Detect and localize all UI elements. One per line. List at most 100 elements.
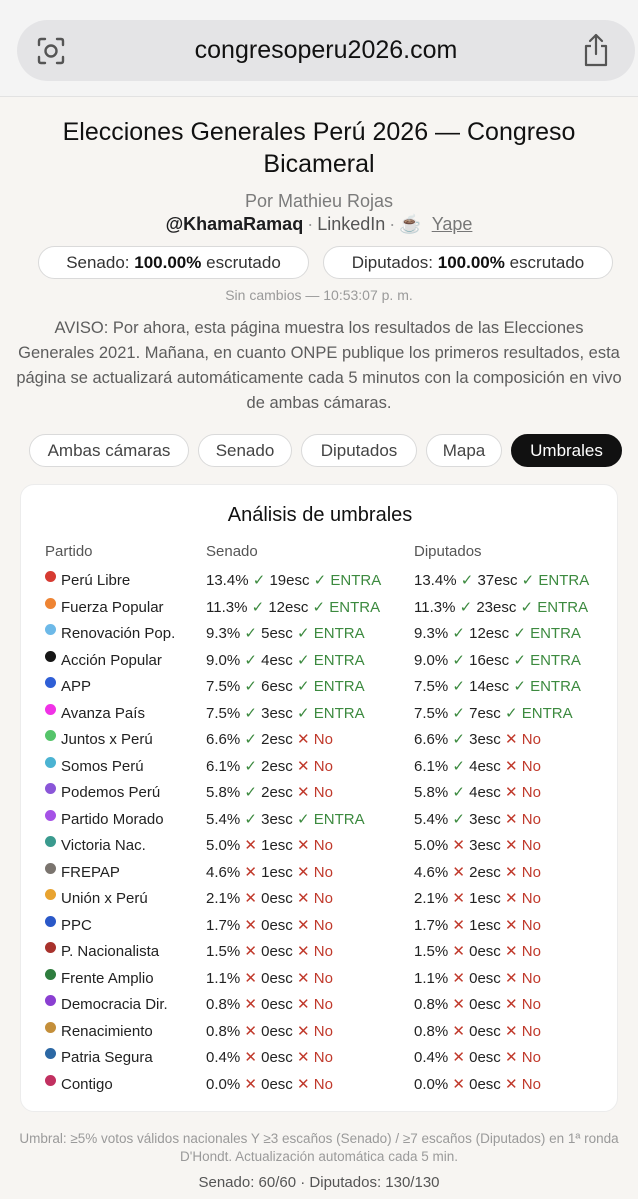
address-bar[interactable]: congresoperu2026.com: [17, 20, 635, 81]
table-row: Frente Amplio 1.1% ✕ 0esc ✕ No 1.1% ✕ 0esc…: [21, 968, 619, 995]
party-color-dot: [45, 889, 56, 900]
dip-cell: 1.7% ✕ 1esc ✕ No: [414, 916, 541, 936]
notice-text: AVISO: Por ahora, esta página muestra lo…: [16, 319, 622, 412]
senado-pct: 100.00%: [134, 253, 202, 272]
dip-seats: 23esc: [476, 598, 517, 616]
sen-cell: 5.4% ✓ 3esc ✓ ENTRA: [206, 810, 365, 830]
tab-umbrales[interactable]: Umbrales: [511, 434, 622, 467]
sen-cell: 0.8% ✕ 0esc ✕ No: [206, 995, 333, 1015]
sen-result: ENTRA: [313, 625, 365, 642]
dip-pct: 0.4%: [414, 1049, 449, 1066]
tab-ambas-camaras[interactable]: Ambas cámaras: [29, 434, 189, 467]
sen-pct: 6.1%: [206, 757, 241, 775]
dip-result: No: [521, 1022, 541, 1040]
cross-icon: ✕: [452, 1022, 465, 1040]
dip-seats: 12esc: [469, 625, 510, 642]
sen-seats: 0esc: [261, 1022, 293, 1040]
browser-toolbar: congresoperu2026.com: [0, 0, 638, 97]
author-line: Por Mathieu Rojas: [244, 191, 394, 211]
cross-icon: ✕: [504, 731, 518, 748]
twitter-handle-link[interactable]: @KhamaRamaq: [165, 214, 304, 234]
camera-lens-icon[interactable]: [35, 35, 67, 67]
table-row: Podemos Perú 5.8% ✓ 2esc ✕ No 5.8% ✓ 4esc …: [21, 783, 619, 809]
check-icon: ✓: [296, 625, 310, 642]
dip-seats: 0esc: [469, 1049, 501, 1066]
dip-pct: 5.0%: [414, 837, 449, 854]
cross-icon: ✕: [452, 969, 465, 987]
sen-seats: 0esc: [261, 916, 293, 934]
party-name: Renovación Pop.: [61, 625, 176, 642]
dip-seats: 3esc: [469, 837, 501, 854]
party-color-dot: [45, 1021, 56, 1033]
dip-cell: 6.1% ✓ 4esc ✕ No: [414, 757, 541, 777]
tab-mapa[interactable]: Mapa: [426, 434, 502, 467]
dip-cell: 0.8% ✕ 0esc ✕ No: [414, 995, 541, 1015]
table-row: Victoria Nac. 5.0% ✕ 1esc ✕ No 5.0% ✕ 3esc…: [21, 836, 619, 862]
table-row: Renovación Pop. 9.3% ✓ 5esc ✓ ENTRA 9.3% ✓…: [21, 624, 619, 650]
tab-diputados[interactable]: Diputados: [301, 434, 417, 467]
party-name: Democracia Dir.: [61, 996, 168, 1013]
sen-result: No: [313, 1075, 333, 1093]
dip-pct: 5.4%: [414, 810, 449, 828]
check-icon: ✓: [244, 731, 257, 748]
sen-cell: 0.0% ✕ 0esc ✕ No: [206, 1075, 333, 1095]
check-icon: ✓: [452, 678, 465, 695]
table-row: Fuerza Popular 11.3% ✓ 12esc ✓ ENTRA 11.3%…: [21, 597, 619, 624]
cross-icon: ✕: [504, 890, 518, 907]
dip-pct: 1.1%: [414, 969, 449, 987]
party-color-dot: [45, 1048, 56, 1059]
dip-pct: 6.1%: [414, 757, 449, 775]
column-header-partido: Partido: [45, 543, 93, 560]
dip-cell: 1.5% ✕ 0esc ✕ No: [414, 942, 541, 962]
table-row: Renacimiento 0.8% ✕ 0esc ✕ No 0.8% ✕ 0esc …: [21, 1021, 619, 1048]
page-title: Elecciones Generales Perú 2026 — Congres…: [62, 118, 576, 178]
check-icon: ✓: [296, 678, 310, 695]
party-color-dot: [45, 650, 56, 662]
sen-cell: 0.8% ✕ 0esc ✕ No: [206, 1022, 333, 1042]
sen-seats: 0esc: [261, 890, 293, 907]
cross-icon: ✕: [504, 757, 518, 775]
dip-pct: 9.0%: [414, 651, 449, 669]
sen-cell: 1.5% ✕ 0esc ✕ No: [206, 942, 333, 962]
yape-link[interactable]: Yape: [431, 214, 473, 234]
tab-senado[interactable]: Senado: [198, 434, 292, 467]
threshold-analysis-card: Análisis de umbrales Partido Senado Dipu…: [20, 484, 618, 1112]
senado-suffix: escrutado: [206, 253, 281, 272]
sen-seats: 2esc: [261, 757, 293, 775]
dip-seats: 2esc: [469, 863, 501, 881]
sen-cell: 1.1% ✕ 0esc ✕ No: [206, 969, 333, 989]
dip-pct: 0.8%: [414, 1022, 449, 1040]
table-row: Unión x Perú 2.1% ✕ 0esc ✕ No 2.1% ✕ 1esc …: [21, 889, 619, 915]
party-name: Somos Perú: [61, 757, 144, 775]
party-color-dot: [45, 968, 56, 980]
check-icon: ✓: [244, 625, 257, 642]
cross-icon: ✕: [504, 1022, 518, 1040]
sen-result: No: [313, 757, 333, 775]
sen-pct: 7.5%: [206, 678, 241, 695]
sen-pct: 5.4%: [206, 810, 241, 828]
party-name: Partido Morado: [61, 810, 164, 828]
dip-seats: 37esc: [477, 572, 518, 589]
cross-icon: ✕: [296, 996, 310, 1013]
linkedin-link[interactable]: LinkedIn: [317, 214, 386, 234]
sen-pct: 1.1%: [206, 969, 241, 987]
cross-icon: ✕: [296, 943, 310, 960]
sen-pct: 7.5%: [206, 704, 241, 722]
share-icon[interactable]: [581, 32, 611, 68]
dip-result: ENTRA: [530, 651, 581, 669]
cross-icon: ✕: [296, 837, 310, 854]
dip-seats: 0esc: [469, 969, 501, 987]
sen-seats: 0esc: [261, 996, 293, 1013]
sen-cell: 0.4% ✕ 0esc ✕ No: [206, 1048, 333, 1068]
sen-pct: 11.3%: [206, 598, 248, 616]
dip-pct: 13.4%: [414, 572, 457, 589]
sen-pct: 6.6%: [206, 731, 241, 748]
party-color-dot: [45, 942, 56, 953]
table-row: Avanza País 7.5% ✓ 3esc ✓ ENTRA 7.5% ✓ 7es…: [21, 703, 619, 730]
cross-icon: ✕: [244, 916, 257, 934]
dip-cell: 0.8% ✕ 0esc ✕ No: [414, 1022, 541, 1042]
sen-pct: 9.3%: [206, 625, 241, 642]
cross-icon: ✕: [504, 996, 518, 1013]
cross-icon: ✕: [296, 1022, 310, 1040]
party-name: Juntos x Perú: [61, 731, 153, 748]
